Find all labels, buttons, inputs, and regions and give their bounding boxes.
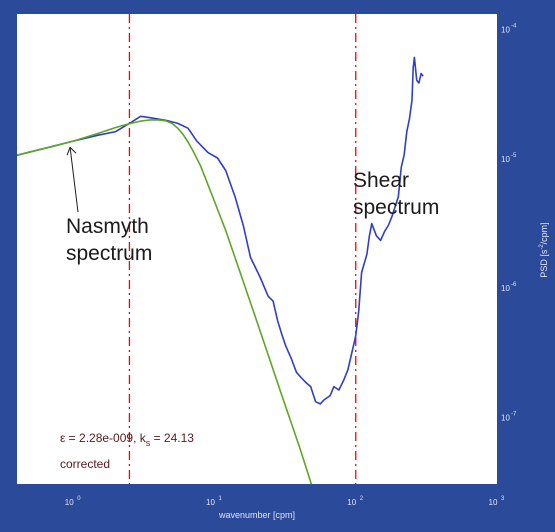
series-line-1	[17, 56, 424, 405]
x-tick-label-4: 10	[489, 498, 498, 507]
series-layer	[17, 56, 424, 484]
x-tick-label-2: 10	[206, 498, 215, 507]
x-tick-exponent-2: 1	[218, 496, 222, 502]
y-tick-exponent-1: -7	[511, 411, 517, 417]
x-axis-label: wavenumber [cpm]	[218, 510, 295, 520]
y-tick-label-1: 10	[501, 413, 510, 422]
nasmyth-label-line1: Nasmyth	[66, 215, 149, 238]
arrow-shaft	[69, 147, 79, 213]
y-tick-exponent-2: -6	[511, 282, 517, 288]
y-tick-exponent-3: -5	[511, 153, 517, 159]
shear-label-line2: spectrum	[353, 196, 439, 219]
nasmyth-arrow	[66, 146, 79, 213]
arrow-head-left	[66, 147, 71, 156]
arrow-head-right	[69, 146, 77, 154]
epsilon-stat: ε = 2.28e-009, ks = 24.13	[60, 431, 194, 448]
shear-label-line1: Shear	[353, 169, 409, 192]
y-tick-label-3: 10	[501, 155, 510, 164]
series-line-2	[17, 119, 313, 484]
vline-layer	[128, 14, 357, 484]
y-tick-label-4: 10	[501, 26, 510, 35]
x-tick-label-3: 10	[347, 498, 356, 507]
plot-area	[17, 14, 497, 484]
corrected-label: corrected	[60, 457, 110, 471]
nasmyth-label-line2: spectrum	[66, 242, 152, 265]
y-tick-label-2: 10	[501, 284, 510, 293]
x-tick-exponent-4: 3	[501, 496, 505, 502]
x-tick-exponent-1: 0	[77, 496, 81, 502]
y-tick-labels: 10-710-610-510-4	[501, 24, 517, 423]
x-tick-label-1: 10	[65, 498, 74, 507]
x-tick-labels: 10 0 10 1 10 2 10 3	[65, 496, 505, 507]
x-tick-exponent-3: 2	[360, 496, 364, 502]
y-axis-label: PSD [s-2/cpm]	[539, 222, 549, 277]
y-tick-exponent-4: -4	[511, 24, 517, 30]
